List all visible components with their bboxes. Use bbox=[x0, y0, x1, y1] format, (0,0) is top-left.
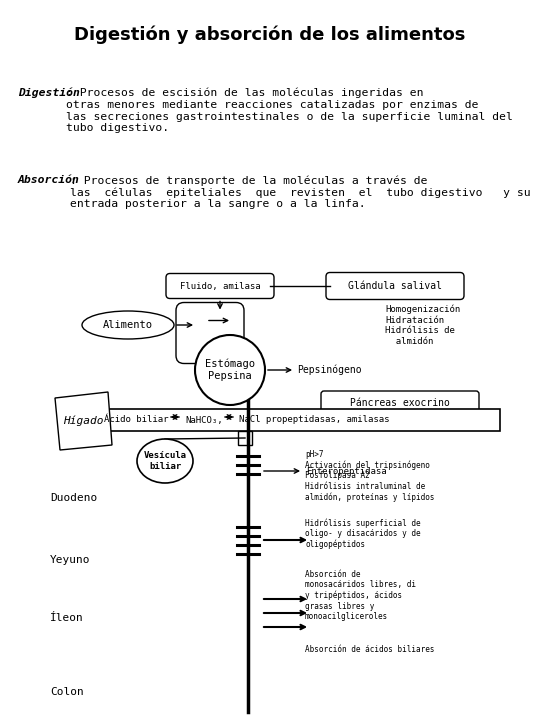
Text: Digestión: Digestión bbox=[18, 88, 80, 99]
Text: Absorción: Absorción bbox=[18, 175, 80, 185]
Bar bbox=[238, 431, 252, 445]
Text: Colon: Colon bbox=[50, 687, 84, 697]
Text: Páncreas exocrino: Páncreas exocrino bbox=[350, 398, 450, 408]
Bar bbox=[100, 409, 500, 431]
Text: Fluido, amilasa: Fluido, amilasa bbox=[180, 282, 260, 290]
FancyBboxPatch shape bbox=[176, 302, 244, 364]
Text: Vesícula
biliar: Vesícula biliar bbox=[144, 451, 186, 471]
Text: Hígado: Hígado bbox=[63, 415, 103, 426]
Text: Ácido biliar: Ácido biliar bbox=[104, 415, 168, 425]
Text: Alimento: Alimento bbox=[103, 320, 153, 330]
Text: Glándula salival: Glándula salival bbox=[348, 281, 442, 291]
Text: NaHCO₃,: NaHCO₃, bbox=[185, 415, 222, 425]
Text: pH>7
Activación del tripsinógeno
Fosfolipasa A2
Hidrólisis intraluminal de
almid: pH>7 Activación del tripsinógeno Fosfoli… bbox=[305, 450, 435, 502]
FancyBboxPatch shape bbox=[326, 272, 464, 300]
Text: : Procesos de escisión de las moléculas ingeridas en
otras menores mediante reac: : Procesos de escisión de las moléculas … bbox=[66, 88, 513, 133]
Text: Enteropeptidasa: Enteropeptidasa bbox=[306, 467, 387, 475]
Text: NaCl propeptidasas, amilasas: NaCl propeptidasas, amilasas bbox=[239, 415, 389, 425]
FancyBboxPatch shape bbox=[321, 391, 479, 415]
FancyBboxPatch shape bbox=[166, 274, 274, 299]
Text: Estómago
Pepsina: Estómago Pepsina bbox=[205, 359, 255, 381]
Text: Duodeno: Duodeno bbox=[50, 493, 97, 503]
Text: Hidrólisis superficial de
oligo- y disacáridos y de
oligopéptidos: Hidrólisis superficial de oligo- y disac… bbox=[305, 518, 421, 549]
Ellipse shape bbox=[137, 439, 193, 483]
Text: Íleon: Íleon bbox=[50, 613, 84, 623]
Circle shape bbox=[195, 335, 265, 405]
Text: Digestión y absorción de los alimentos: Digestión y absorción de los alimentos bbox=[75, 26, 465, 44]
Text: : Procesos de transporte de la moléculas a través de
las  células  epiteliales  : : Procesos de transporte de la moléculas… bbox=[70, 175, 531, 210]
Text: Yeyuno: Yeyuno bbox=[50, 555, 91, 565]
Polygon shape bbox=[55, 392, 112, 450]
Text: Absorción de ácidos biliares: Absorción de ácidos biliares bbox=[305, 645, 435, 654]
Ellipse shape bbox=[82, 311, 174, 339]
Text: Absorción de
monosacáridos libres, di
y tripéptidos, ácidos
grasas libres y
mono: Absorción de monosacáridos libres, di y … bbox=[305, 570, 416, 621]
Text: Pepsinógeno: Pepsinógeno bbox=[297, 365, 362, 375]
Text: Homogenización
Hidratación
Hidrólisis de
  almidón: Homogenización Hidratación Hidrólisis de… bbox=[385, 305, 460, 346]
